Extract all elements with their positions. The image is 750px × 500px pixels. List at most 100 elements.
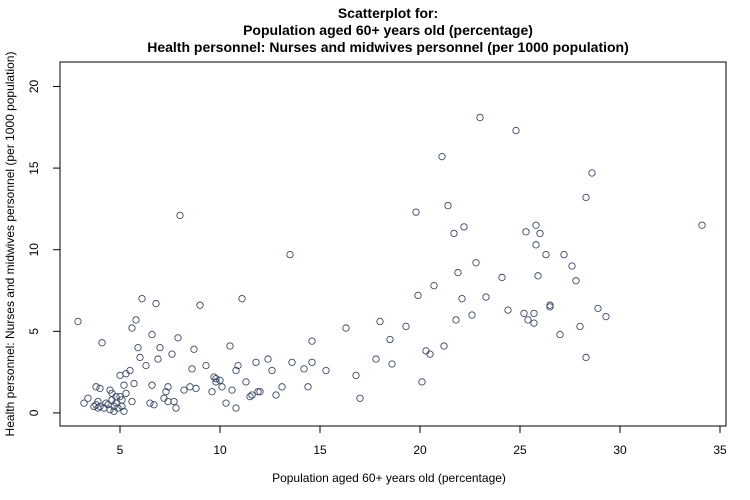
data-point: [582, 193, 590, 202]
data-point: [512, 126, 520, 135]
data-points: [74, 113, 706, 415]
data-point: [356, 394, 364, 402]
data-point: [414, 291, 422, 300]
data-point: [188, 365, 196, 373]
x-tick-label: 25: [513, 443, 527, 457]
data-point: [148, 381, 156, 389]
data-point: [372, 355, 380, 363]
data-point: [134, 344, 142, 352]
data-point: [120, 381, 128, 389]
data-point: [156, 344, 164, 352]
data-point: [174, 334, 182, 342]
data-point: [418, 378, 426, 386]
data-point: [388, 360, 396, 368]
x-tick-label: 35: [713, 443, 727, 457]
data-point: [216, 376, 224, 384]
data-point: [136, 353, 144, 362]
data-point: [452, 316, 460, 324]
data-point: [450, 229, 458, 238]
data-point: [402, 322, 410, 331]
data-point: [152, 299, 160, 308]
data-point: [422, 347, 430, 355]
data-point: [322, 366, 330, 375]
data-point: [170, 397, 178, 406]
data-point: [430, 281, 438, 290]
data-point: [268, 366, 276, 375]
data-point: [308, 358, 316, 366]
data-point: [468, 311, 476, 319]
data-point: [232, 404, 240, 412]
y-axis: 0 5 10 15 20: [27, 79, 61, 416]
data-point: [444, 201, 452, 210]
data-point: [472, 259, 480, 267]
data-point: [412, 208, 420, 216]
data-point: [126, 366, 134, 375]
data-point: [190, 345, 198, 353]
data-point: [202, 361, 210, 370]
data-point: [80, 399, 88, 407]
data-point: [218, 383, 226, 391]
data-point: [120, 407, 128, 415]
data-point: [530, 309, 538, 318]
y-tick-label: 10: [27, 243, 41, 257]
data-point: [146, 399, 154, 407]
data-point: [246, 392, 254, 401]
data-point: [84, 394, 92, 402]
data-point: [546, 303, 554, 311]
data-point: [102, 399, 110, 407]
data-point: [122, 370, 130, 378]
data-point: [118, 402, 126, 411]
data-point: [168, 350, 176, 358]
data-point: [92, 383, 100, 391]
data-point: [248, 391, 256, 399]
x-tick-label: 20: [413, 443, 427, 457]
data-point: [278, 383, 286, 391]
data-point: [112, 399, 120, 407]
data-point: [272, 391, 280, 399]
data-point: [208, 388, 216, 396]
data-point: [602, 312, 610, 321]
data-point: [160, 394, 168, 402]
x-axis: 5 10 15 20 25 30 35: [117, 425, 727, 457]
data-point: [522, 228, 530, 236]
x-tick-label: 5: [117, 443, 124, 457]
data-point: [256, 388, 264, 396]
data-point: [142, 361, 150, 370]
data-point: [176, 211, 184, 220]
data-point: [352, 371, 360, 380]
data-point: [288, 358, 296, 366]
data-point: [148, 330, 156, 339]
data-point: [210, 373, 218, 381]
data-point: [96, 384, 104, 393]
x-axis-label: Population aged 60+ years old (percentag…: [272, 471, 506, 485]
data-point: [504, 306, 512, 314]
data-point: [342, 324, 350, 332]
data-point: [234, 361, 242, 370]
data-point: [308, 337, 316, 345]
data-point: [122, 389, 130, 398]
data-point: [440, 342, 448, 350]
data-point: [172, 404, 180, 412]
data-point: [130, 379, 138, 388]
data-point: [582, 353, 590, 362]
data-point: [94, 397, 102, 406]
data-point: [454, 268, 462, 277]
data-point: [482, 293, 490, 301]
data-point: [212, 378, 220, 386]
data-point: [242, 378, 250, 386]
data-point: [576, 322, 584, 331]
y-axis-label: Health personnel: Nurses and midwives pe…: [3, 52, 17, 437]
data-point: [196, 301, 204, 309]
data-point: [498, 273, 506, 282]
data-point: [116, 371, 124, 380]
data-point: [524, 316, 532, 324]
data-point: [532, 221, 540, 229]
y-tick-label: 0: [27, 409, 41, 416]
data-point: [164, 397, 172, 406]
data-point: [108, 396, 116, 404]
chart-title-line-3: Health personnel: Nurses and midwives pe…: [147, 39, 629, 55]
plot-frame: [59, 61, 727, 427]
data-point: [114, 404, 122, 412]
data-point: [222, 399, 230, 407]
data-point: [534, 272, 542, 280]
